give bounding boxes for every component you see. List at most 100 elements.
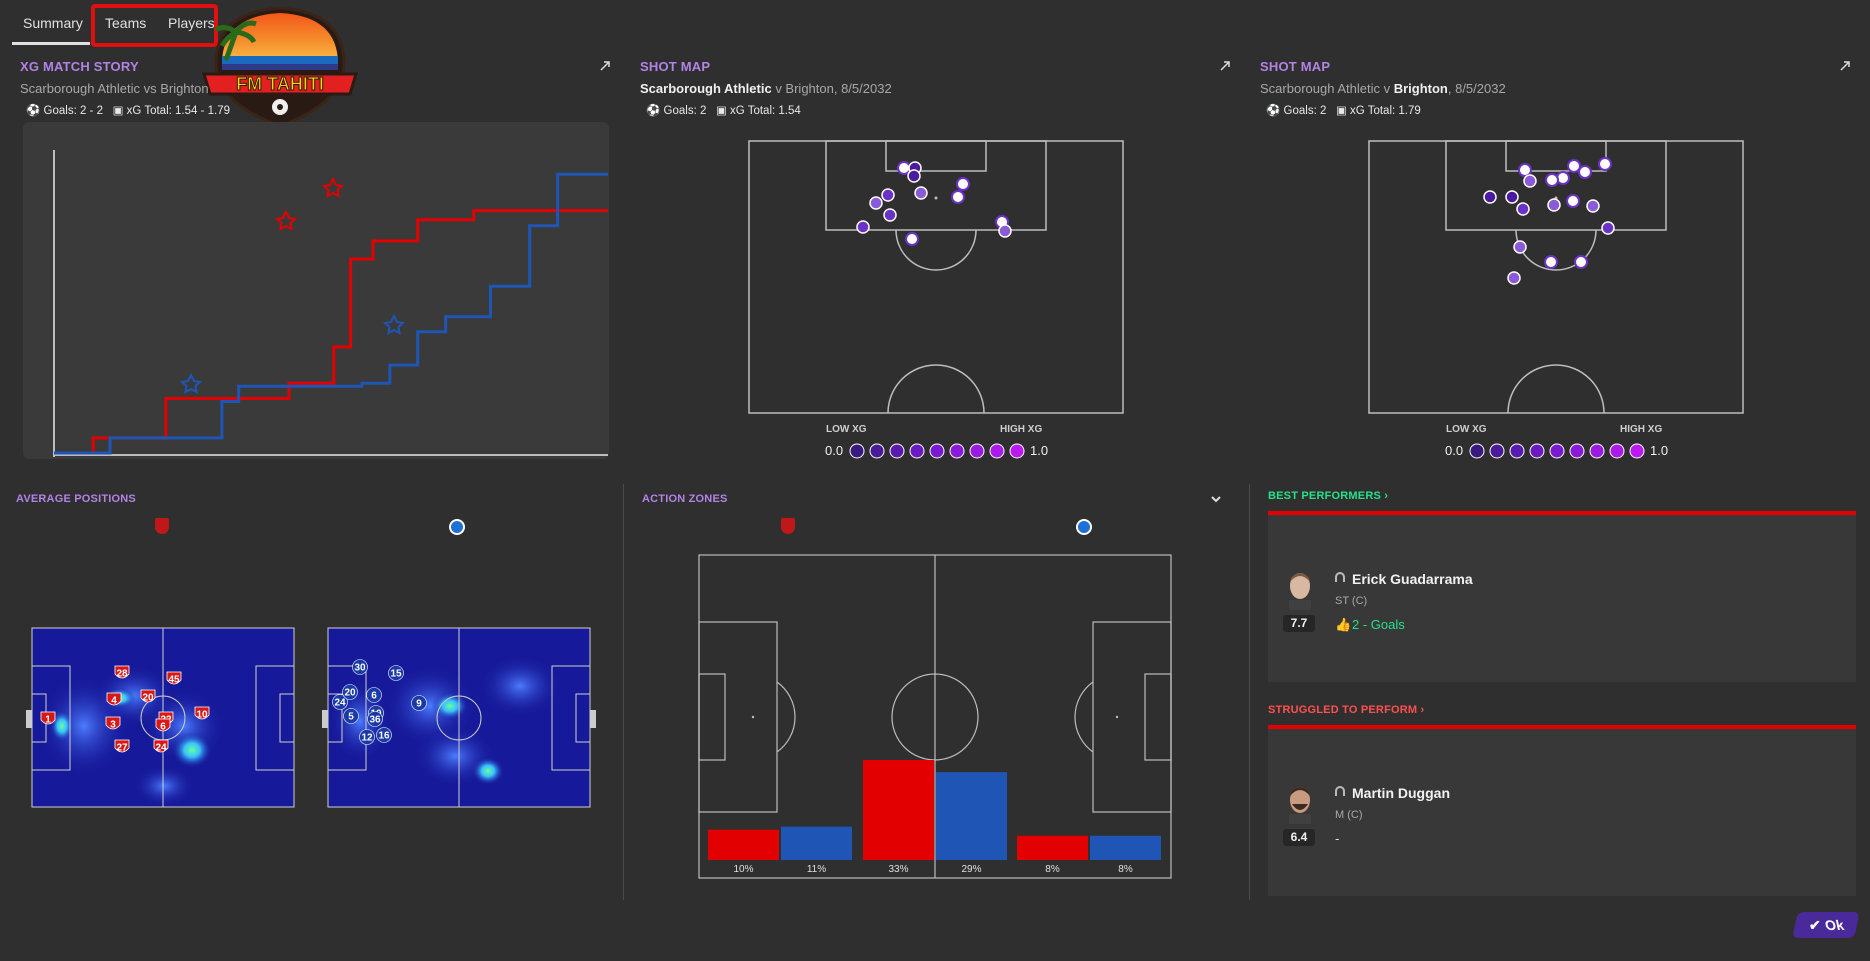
struggled-bar bbox=[1268, 725, 1856, 729]
action-zone-percent: 8% bbox=[1118, 864, 1133, 875]
chevron-down-icon[interactable] bbox=[1210, 494, 1222, 504]
tab-active-indicator bbox=[12, 42, 90, 45]
match-info: Scarborough Athletic v bbox=[1260, 81, 1394, 96]
fm-tahiti-logo: FM TAHITI bbox=[201, 6, 359, 128]
action-zone-percent: 10% bbox=[733, 864, 754, 875]
high-xg-label: HIGH XG bbox=[1000, 424, 1043, 435]
goals-text: Goals: 2 bbox=[1283, 105, 1327, 117]
xg-icon: ▣ bbox=[112, 105, 124, 117]
shot-map-away-pitch bbox=[1368, 140, 1744, 414]
xg-min-value: 0.0 bbox=[1445, 443, 1464, 458]
action-zones-pitch bbox=[698, 554, 1172, 879]
player-position-marker: 15 bbox=[388, 665, 404, 681]
chevron-right-icon: › bbox=[1384, 490, 1389, 502]
svg-text:12: 12 bbox=[361, 733, 373, 744]
player-position-marker: 45 bbox=[166, 671, 182, 686]
best-performers-card bbox=[1268, 515, 1856, 682]
action-zone-percent: 29% bbox=[961, 864, 982, 875]
ball-icon: ⚽ bbox=[26, 105, 41, 117]
divider bbox=[623, 484, 624, 900]
home-heatmap: 128454203226102724 bbox=[26, 627, 295, 808]
svg-text:3: 3 bbox=[110, 720, 116, 731]
player-position-marker: 10 bbox=[194, 706, 210, 721]
action-zone-bar bbox=[781, 826, 852, 860]
svg-text:6: 6 bbox=[371, 691, 377, 702]
home-crest-icon bbox=[781, 518, 795, 534]
action-zone-percent: 33% bbox=[888, 864, 909, 875]
struggled-title[interactable]: STRUGGLED TO PERFORM › bbox=[1268, 704, 1424, 716]
player-position-marker: 30 bbox=[352, 659, 368, 675]
xg-max-value: 1.0 bbox=[1030, 443, 1049, 458]
ball-icon: ⚽ bbox=[1266, 105, 1281, 117]
svg-text:5: 5 bbox=[348, 712, 354, 723]
goal-marker-home bbox=[274, 209, 298, 231]
player-stat: - bbox=[1335, 831, 1340, 846]
match-info: v Brighton, 8/5/2032 bbox=[771, 81, 892, 96]
player-position: ST (C) bbox=[1335, 595, 1368, 607]
chevron-right-icon: › bbox=[1420, 704, 1425, 716]
away-crest-icon bbox=[449, 519, 465, 535]
struggled-label: STRUGGLED TO PERFORM bbox=[1268, 704, 1418, 716]
tab-bar: Summary Teams Players bbox=[0, 0, 1870, 47]
svg-text:28: 28 bbox=[116, 669, 128, 680]
expand-icon[interactable] bbox=[1219, 60, 1231, 72]
headset-icon bbox=[1335, 786, 1345, 796]
goals-text: Goals: 2 - 2 bbox=[43, 105, 103, 117]
action-zone-bar bbox=[863, 760, 934, 860]
action-zone-bar bbox=[708, 829, 779, 860]
xg-story-title: XG MATCH STORY bbox=[20, 59, 139, 74]
goal-marker-home bbox=[321, 176, 345, 198]
expand-icon[interactable] bbox=[1839, 60, 1851, 72]
action-zone-bar bbox=[936, 772, 1007, 860]
svg-text:36: 36 bbox=[369, 715, 381, 726]
player-rating: 6.4 bbox=[1283, 829, 1315, 846]
xg-story-stats: ⚽ Goals: 2 - 2 ▣ xG Total: 1.54 - 1.79 bbox=[26, 103, 230, 117]
best-performers-label: BEST PERFORMERS bbox=[1268, 490, 1382, 502]
tab-summary[interactable]: Summary bbox=[23, 15, 83, 31]
svg-text:16: 16 bbox=[378, 731, 390, 742]
player-position-marker: 36 bbox=[367, 711, 383, 727]
player-name[interactable]: Martin Duggan bbox=[1352, 785, 1450, 801]
best-performers-bar bbox=[1268, 511, 1856, 515]
action-zone-bar bbox=[1017, 835, 1088, 860]
thumbs-up-icon: 👍 bbox=[1335, 617, 1352, 632]
goal-marker-away bbox=[382, 313, 406, 335]
svg-text:20: 20 bbox=[344, 688, 356, 699]
team-name: Scarborough Athletic bbox=[640, 81, 772, 96]
xg-icon: ▣ bbox=[1335, 105, 1347, 117]
player-position-marker: 28 bbox=[114, 665, 130, 680]
player-position-marker: 24 bbox=[153, 739, 169, 754]
player-position-marker: 9 bbox=[411, 695, 427, 711]
player-rating: 7.7 bbox=[1283, 615, 1315, 632]
tab-players[interactable]: Players bbox=[168, 15, 215, 31]
xg-series-line bbox=[54, 172, 608, 455]
player-position-marker: 5 bbox=[343, 708, 359, 724]
expand-icon[interactable] bbox=[599, 60, 611, 72]
divider bbox=[1249, 484, 1250, 900]
action-zone-percent: 8% bbox=[1045, 864, 1060, 875]
xg-scale-icons bbox=[849, 443, 1025, 459]
shot-map-away-stats: ⚽ Goals: 2 ▣ xG Total: 1.79 bbox=[1266, 103, 1421, 117]
player-avatar bbox=[1289, 787, 1311, 824]
shot-map-away-title: SHOT MAP bbox=[1260, 59, 1331, 74]
svg-text:24: 24 bbox=[155, 743, 167, 754]
player-position-marker: 1 bbox=[40, 711, 56, 726]
ok-button[interactable]: ✔ Ok bbox=[1792, 912, 1860, 938]
player-position-marker: 12 bbox=[359, 729, 375, 745]
svg-text:10: 10 bbox=[196, 710, 208, 721]
xg-icon: ▣ bbox=[715, 105, 727, 117]
shot-map-away-subtitle: Scarborough Athletic v Brighton, 8/5/203… bbox=[1260, 81, 1506, 96]
xg-total-text: xG Total: 1.54 bbox=[730, 105, 801, 117]
best-performers-title[interactable]: BEST PERFORMERS › bbox=[1268, 490, 1388, 502]
player-position-marker: 4 bbox=[106, 692, 122, 707]
action-zones-title: ACTION ZONES bbox=[642, 493, 728, 505]
action-zone-percent: 11% bbox=[806, 864, 827, 875]
low-xg-label: LOW XG bbox=[826, 424, 867, 435]
xg-total-text: xG Total: 1.79 bbox=[1350, 105, 1421, 117]
tab-teams[interactable]: Teams bbox=[105, 15, 147, 31]
team-name: Brighton bbox=[1393, 81, 1448, 96]
shot-map-home-title: SHOT MAP bbox=[640, 59, 711, 74]
xg-max-value: 1.0 bbox=[1650, 443, 1669, 458]
player-name[interactable]: Erick Guadarrama bbox=[1352, 571, 1473, 587]
ok-label: Ok bbox=[1822, 917, 1845, 933]
